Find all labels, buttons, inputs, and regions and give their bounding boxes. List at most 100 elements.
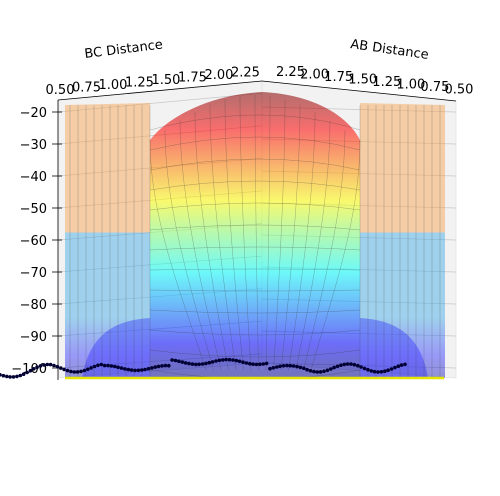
trajectory-point (393, 365, 397, 370)
trajectory-point (32, 367, 36, 371)
trajectory-point (329, 367, 333, 371)
top-axes: 0.500.751.001.251.501.752.002.25 2.252.0… (46, 65, 474, 102)
trajectory-point (379, 370, 384, 374)
trajectory-point (227, 357, 232, 362)
z-tick-label: −70 (20, 266, 47, 281)
trajectory-point (295, 364, 299, 369)
trajectory-point (362, 366, 367, 371)
surface-right-wall (360, 103, 445, 378)
trajectory-point (170, 358, 174, 362)
trajectory-point (197, 362, 201, 367)
y-tick-label: 2.25 (276, 65, 305, 80)
trajectory-point (79, 369, 83, 374)
trajectory-point (271, 366, 276, 370)
trajectory-point (308, 369, 313, 373)
mesh-line (280, 104, 301, 371)
mesh-line (149, 224, 361, 231)
trajectory-point (140, 368, 144, 372)
trajectory-point (18, 373, 23, 378)
trajectory-point (359, 365, 363, 369)
trajectory-point (72, 370, 77, 374)
trajectory-point (183, 361, 188, 365)
y-tick-label: 0.50 (445, 83, 474, 98)
mesh-line (288, 111, 316, 371)
trajectory-point (99, 362, 104, 367)
mesh-line (149, 114, 361, 131)
mesh-line (149, 158, 361, 171)
surface-valley-left (82, 318, 150, 378)
y-tick-label: 1.00 (396, 78, 425, 93)
trajectory-point (275, 365, 279, 369)
trajectory-point (335, 364, 340, 369)
z-tick-label: −60 (20, 234, 47, 249)
trajectory-point (194, 362, 198, 367)
trajectory-point (96, 363, 100, 368)
trajectory-point (177, 359, 181, 364)
x-tick-label: 1.25 (125, 76, 154, 91)
trajectory-point (214, 359, 218, 363)
trajectory-point (258, 362, 262, 367)
trajectory-point (109, 364, 114, 368)
z-tick-label: −90 (20, 330, 47, 345)
trajectory-point (366, 367, 370, 372)
trajectory-point (8, 375, 12, 379)
trajectory-point (403, 362, 407, 367)
trajectory-point (116, 365, 120, 370)
trajectory-point (244, 361, 249, 365)
mesh-line (295, 120, 331, 371)
trajectory-point (167, 363, 171, 368)
x-tick-label: 1.50 (151, 73, 180, 88)
trajectory-point (0, 373, 2, 377)
trajectory-point (389, 367, 394, 371)
trajectory-point (65, 368, 70, 373)
trajectory-point (156, 364, 161, 369)
mesh-line (149, 180, 361, 191)
trajectory-point (119, 366, 124, 370)
trajectory-point (231, 358, 235, 362)
trajectory-point (150, 366, 154, 370)
trajectory-point (322, 369, 326, 374)
trajectory-point (356, 363, 360, 368)
x-tick-label: 0.75 (72, 81, 101, 96)
z-tick-label: −20 (20, 106, 47, 121)
trajectory-point (5, 374, 9, 379)
surface-valley-right (360, 318, 428, 378)
mesh-line (209, 104, 237, 371)
mesh-line (265, 96, 271, 371)
trajectory-point (291, 364, 296, 368)
y-tick-label: 1.75 (324, 70, 353, 85)
z-axis: −20−30−40−50−60−70−80−90−100 (11, 100, 62, 380)
trajectory-point (261, 362, 266, 366)
trajectory-point (106, 363, 110, 368)
trajectory-point (69, 369, 73, 374)
trajectory-point (369, 369, 374, 373)
trajectory-point (224, 357, 228, 362)
x-tick-label: 0.50 (46, 83, 75, 98)
x-tick-label: 2.00 (204, 68, 233, 83)
trajectory-point (126, 367, 131, 372)
mesh-line (149, 309, 361, 314)
trajectory-point (305, 367, 309, 372)
trajectory-point (251, 362, 255, 367)
trajectory-point (146, 366, 151, 371)
y-tick-label: 1.50 (348, 73, 377, 88)
x-axis-label: BC Distance (84, 37, 164, 61)
trajectory-point (396, 364, 401, 369)
trajectory-point (143, 367, 147, 372)
z-tick-label: −80 (20, 298, 47, 313)
trajectory-point (285, 363, 289, 368)
trajectory-point (349, 362, 353, 366)
trajectory-point (82, 368, 87, 373)
x-tick-label: 1.00 (99, 78, 128, 93)
trajectory-point (45, 362, 50, 367)
trajectory-point (180, 360, 185, 364)
z-tick-label: −50 (20, 202, 47, 217)
trajectory-point (383, 369, 387, 374)
trajectory-point (302, 366, 306, 371)
surface-ridge (150, 92, 360, 378)
mesh-line (303, 129, 346, 371)
trajectory-point (55, 364, 60, 369)
x-tick-label: 1.75 (178, 71, 207, 86)
